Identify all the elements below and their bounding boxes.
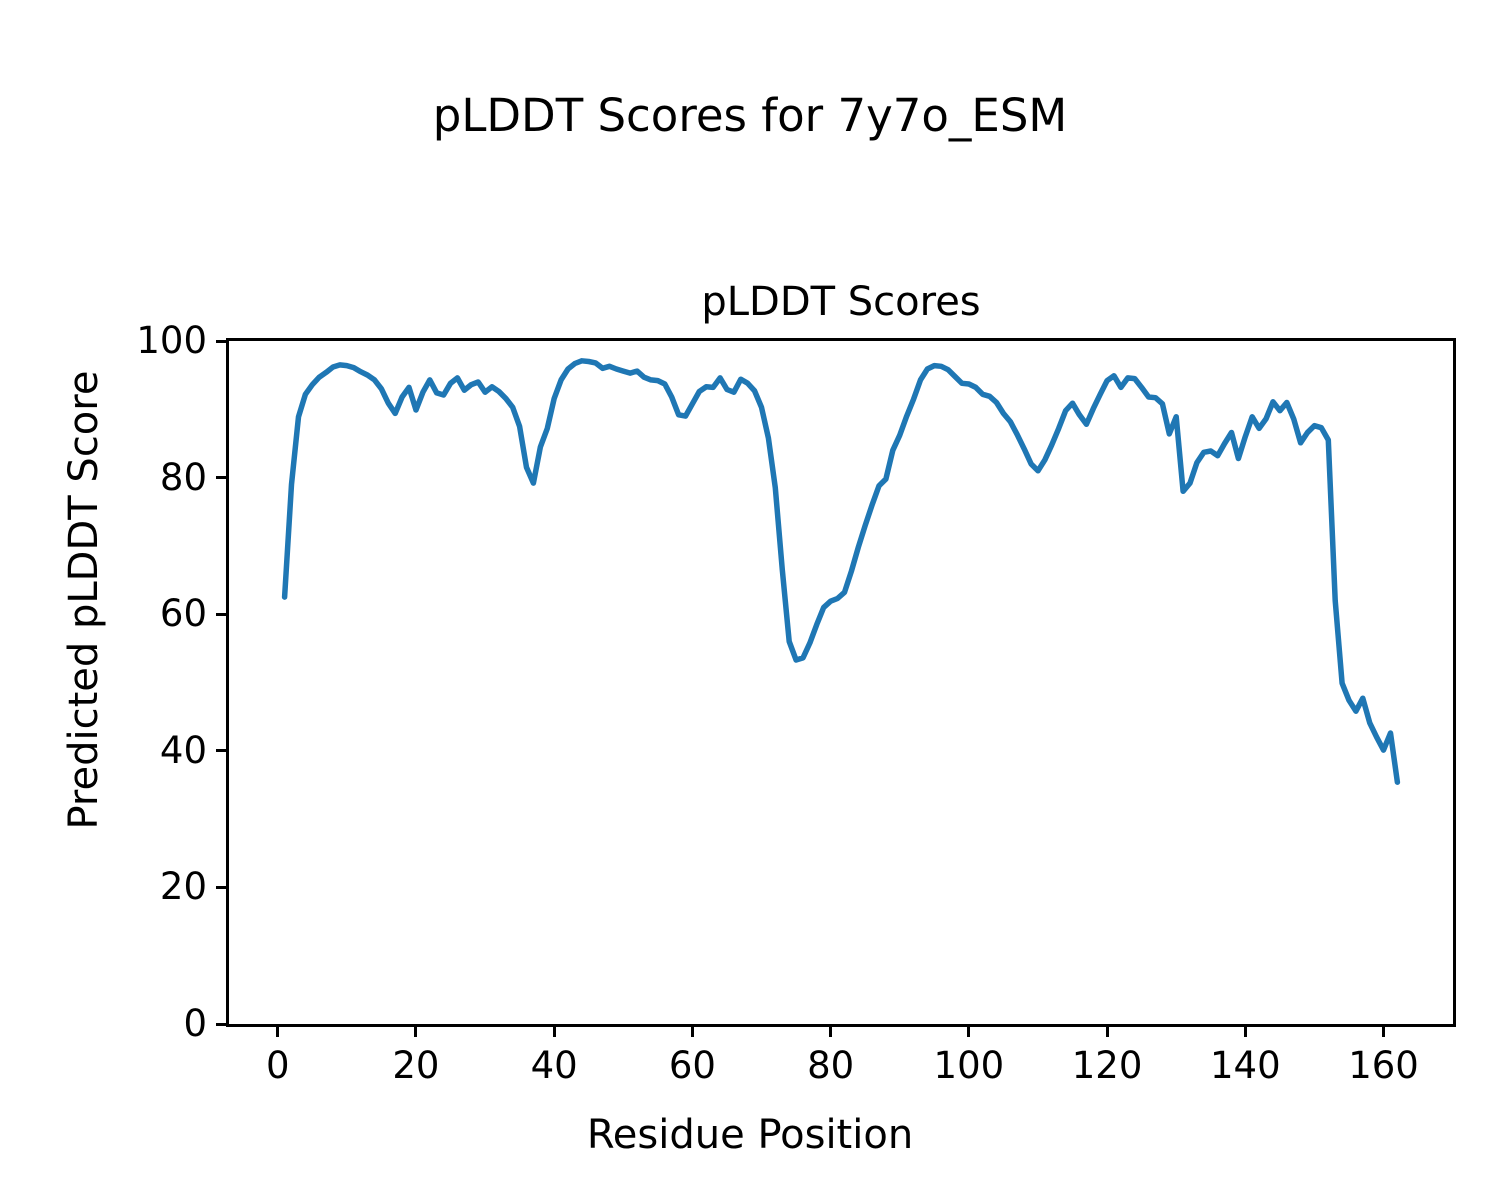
x-tick-mark	[1243, 1024, 1247, 1037]
x-tick-label: 80	[807, 1044, 855, 1087]
x-tick-label: 20	[392, 1044, 440, 1087]
axes-title: pLDDT Scores	[701, 279, 981, 325]
y-tick-mark	[216, 1022, 229, 1026]
x-tick-label: 100	[933, 1044, 1005, 1087]
x-tick-mark	[829, 1024, 833, 1037]
x-tick-label: 60	[668, 1044, 716, 1087]
x-tick-mark	[967, 1024, 971, 1037]
x-tick-mark	[276, 1024, 280, 1037]
y-tick-mark	[216, 885, 229, 889]
plddt-series-line	[281, 358, 1401, 785]
y-tick-label: 60	[159, 592, 207, 636]
x-tick-label: 120	[1071, 1044, 1143, 1087]
y-tick-mark	[216, 476, 229, 480]
y-tick-mark	[216, 612, 229, 616]
x-tick-label: 0	[265, 1044, 290, 1087]
x-tick-mark	[1382, 1024, 1386, 1037]
x-tick-mark	[552, 1024, 556, 1037]
plddt-line-chart	[281, 358, 1401, 785]
x-tick-label: 140	[1210, 1044, 1281, 1087]
plot-area	[226, 338, 1456, 1027]
x-tick-label: 160	[1348, 1044, 1419, 1087]
y-tick-mark	[216, 339, 229, 343]
y-axis-label: Predicted pLDDT Score	[61, 370, 107, 830]
figure-title: pLDDT Scores for 7y7o_ESM	[432, 89, 1068, 142]
y-tick-label: 20	[159, 865, 207, 909]
x-tick-mark	[414, 1024, 418, 1037]
y-tick-label: 0	[183, 1002, 207, 1045]
x-tick-label: 40	[530, 1044, 578, 1087]
x-tick-mark	[690, 1024, 694, 1037]
y-tick-label: 100	[136, 319, 207, 362]
x-axis-label: Residue Position	[586, 1112, 914, 1158]
y-tick-mark	[216, 749, 229, 753]
x-tick-mark	[1105, 1024, 1109, 1037]
y-tick-label: 40	[159, 728, 207, 772]
y-tick-label: 80	[159, 455, 207, 499]
